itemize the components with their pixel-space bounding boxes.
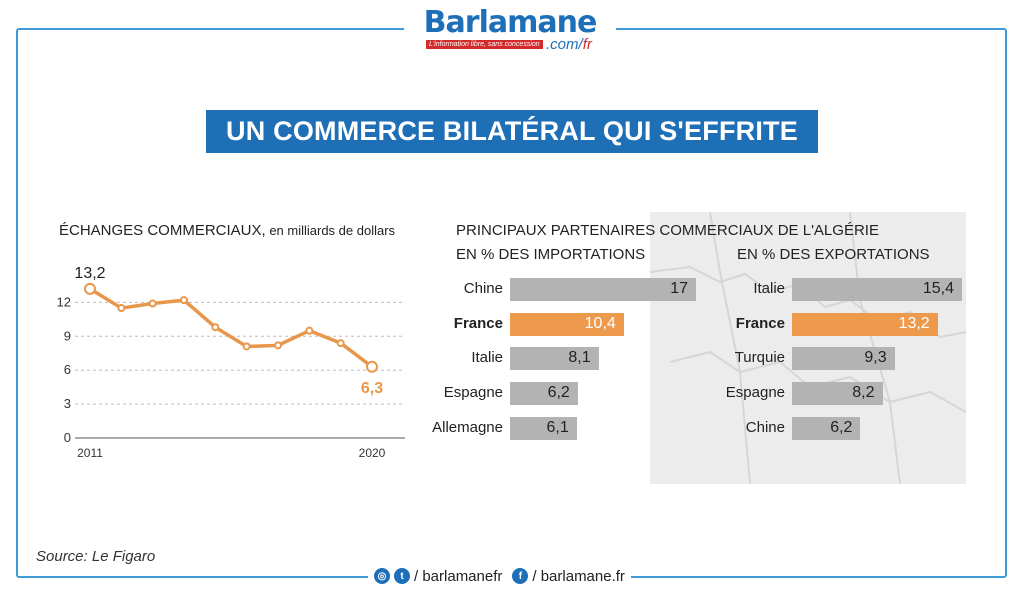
category-label: Chine [463,280,503,297]
bar-value-label: 10,4 [584,314,616,332]
bar-value-label: 8,2 [852,384,875,402]
brand-name: Barlamane [423,5,598,40]
category-label: Turquie [734,349,785,367]
facebook-icon[interactable]: f [512,568,529,584]
bar-value-label: 6,1 [546,418,569,436]
brand-tagline: L'information libre, sans concession [426,40,543,49]
line-chart-heading: ÉCHANGES COMMERCIAUX, en milliards de do… [59,222,395,239]
bar-value-label: 6,2 [547,384,570,402]
bar-value-label: 13,2 [898,314,930,332]
data-point [84,282,96,295]
category-label: France [453,314,503,332]
exports-heading: EN % DES EXPORTATIONS [737,246,930,263]
data-point [117,304,126,313]
line-chart-heading-main: ÉCHANGES COMMERCIAUX, [59,222,266,239]
footer-social: ◎ t / barlamanefr f / barlamane.fr [368,564,631,588]
bar-value-label: 9,3 [864,349,887,367]
bar [510,347,599,371]
data-point [180,296,188,305]
page-title: UN COMMERCE BILATÉRAL QUI S'EFFRITE [206,110,818,153]
series-line [89,287,374,369]
line-chart: 0 3 6 9 12 2011 2020 13,2 6,3 [57,265,405,460]
bar [510,416,577,440]
category-label: Italie [471,349,503,367]
category-label: Espagne [443,384,503,402]
category-label: Italie [753,280,785,297]
bar-value-label: 15,4 [922,280,954,297]
bar [792,278,962,301]
data-point [305,326,314,335]
brand-domain-suffix: fr [582,36,592,53]
line-chart-heading-unit: en milliards de dollars [265,223,396,238]
bar [792,347,895,371]
brand-domain: .com/fr [546,36,592,53]
y-tick-label: 0 [64,430,71,445]
category-label: Espagne [725,384,785,402]
data-point [211,323,220,332]
data-point [274,341,282,350]
category-label: Allemagne [432,418,503,436]
y-tick-label: 12 [57,294,71,309]
data-point [242,342,251,351]
category-label: France [735,314,785,332]
brand-domain-prefix: .com/ [546,36,583,53]
bar [510,312,624,336]
bar [792,416,861,440]
y-tick-label: 9 [64,328,71,343]
twitter-icon[interactable]: t [394,568,410,584]
bar [792,312,938,336]
data-label-last: 6,3 [361,380,383,397]
data-point [336,339,345,348]
bar-value-label: 8,1 [568,349,591,367]
y-tick-label: 3 [64,396,71,411]
bars-heading: PRINCIPAUX PARTENAIRES COMMERCIAUX DE L'… [456,222,879,239]
data-label-first: 13,2 [74,265,105,282]
data-point [366,360,378,373]
bar-value-label: 6,2 [830,418,853,436]
bar [792,382,883,406]
imports-heading: EN % DES IMPORTATIONS [456,246,646,263]
x-tick-label: 2020 [359,446,386,460]
category-label: Chine [745,418,785,436]
social-handle[interactable]: / barlamanefr [414,567,503,585]
instagram-icon[interactable]: ◎ [374,568,390,584]
source-note: Source: Le Figaro [36,548,156,565]
site-link[interactable]: / barlamane.fr [532,567,625,585]
x-tick-label: 2011 [77,446,103,460]
bar [510,382,578,406]
bar [510,278,696,301]
y-tick-label: 6 [64,362,71,377]
data-point [148,299,157,308]
brand-logo: Barlamane L'information libre, sans conc… [404,6,616,54]
bar-value-label: 17 [670,280,688,297]
